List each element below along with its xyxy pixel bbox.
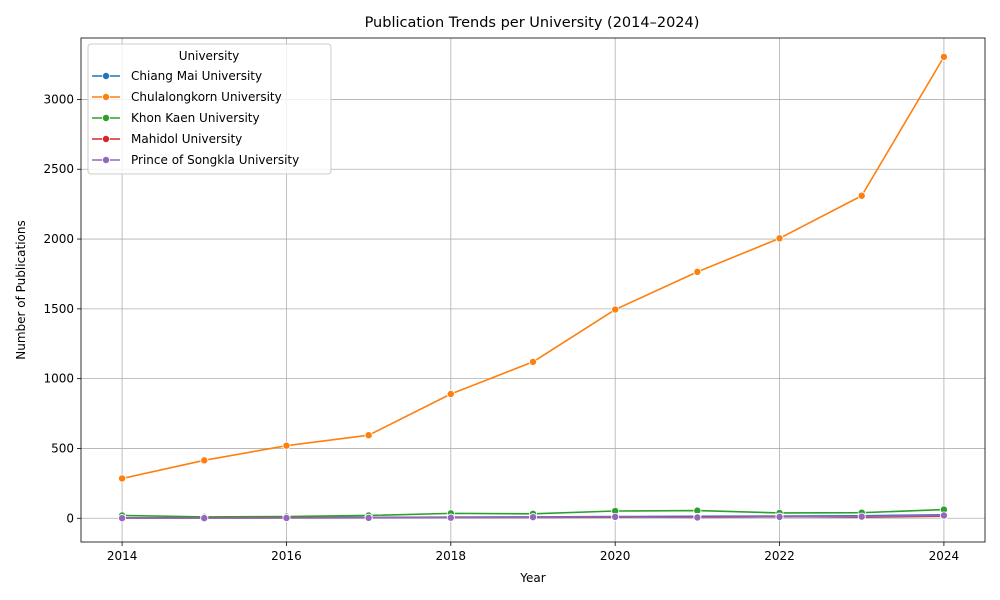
legend-box: [87, 43, 332, 175]
data-point: [364, 431, 373, 440]
data-point: [775, 512, 784, 521]
legend-label: Chulalongkorn University: [131, 90, 282, 104]
x-tick-label: 2022: [764, 549, 795, 563]
plot-frame: [80, 37, 986, 543]
y-tick-label: 1500: [43, 302, 74, 316]
series-group: [118, 52, 948, 483]
x-axis: 2014 2016 2018 2020 2022 2024: [107, 542, 959, 563]
legend-entry: Mahidol University: [92, 132, 242, 146]
x-tick-label: 2016: [271, 549, 302, 563]
y-axis-title: Number of Publications: [14, 220, 28, 360]
legend: University Chiang Mai University Chulalon…: [87, 43, 332, 175]
data-point: [693, 513, 702, 522]
series-group: [118, 511, 948, 523]
data-point: [118, 474, 127, 483]
data-point: [364, 513, 373, 522]
data-point: [200, 456, 209, 465]
legend-marker: [102, 93, 111, 102]
series-lines: [118, 52, 948, 523]
data-point: [529, 357, 538, 366]
data-point: [857, 512, 866, 521]
data-point: [611, 305, 620, 314]
data-point: [282, 441, 291, 450]
x-tick-label: 2018: [436, 549, 467, 563]
legend-marker: [102, 72, 111, 81]
y-tick-label: 0: [66, 511, 74, 525]
data-point: [446, 513, 455, 522]
legend-marker: [102, 134, 111, 143]
data-point: [939, 511, 948, 520]
legend-label: Mahidol University: [131, 132, 242, 146]
data-point: [775, 234, 784, 243]
y-tick-label: 2000: [43, 232, 74, 246]
y-tick-label: 2500: [43, 162, 74, 176]
legend-label: Prince of Songkla University: [131, 153, 299, 167]
data-point: [529, 513, 538, 522]
data-point: [118, 514, 127, 523]
chart-title: Publication Trends per University (2014–…: [365, 15, 700, 31]
legend-entry: Chulalongkorn University: [92, 90, 282, 104]
x-tick-label: 2014: [107, 549, 138, 563]
y-tick-label: 500: [51, 441, 74, 455]
legend-title: University: [179, 49, 240, 63]
legend-entry: Khon Kaen University: [92, 111, 260, 125]
data-point: [857, 191, 866, 200]
data-point: [200, 514, 209, 523]
x-axis-title: Year: [519, 571, 545, 585]
legend-label: Khon Kaen University: [131, 111, 260, 125]
x-tick-label: 2024: [929, 549, 960, 563]
legend-marker: [102, 114, 111, 123]
data-point: [939, 52, 948, 61]
y-axis: 0 500 1000 1500 2000 2500 3000: [43, 92, 81, 525]
y-tick-label: 3000: [43, 92, 74, 106]
legend-entries: Chiang Mai University Chulalongkorn Unive…: [92, 69, 299, 167]
data-point: [611, 512, 620, 521]
legend-label: Chiang Mai University: [131, 69, 262, 83]
data-point: [693, 267, 702, 276]
legend-entry: Prince of Songkla University: [92, 153, 299, 167]
legend-marker: [102, 155, 111, 164]
x-tick-label: 2020: [600, 549, 631, 563]
y-tick-label: 1000: [43, 372, 74, 386]
data-point: [446, 390, 455, 399]
legend-entry: Chiang Mai University: [92, 69, 262, 83]
data-point: [282, 513, 291, 522]
